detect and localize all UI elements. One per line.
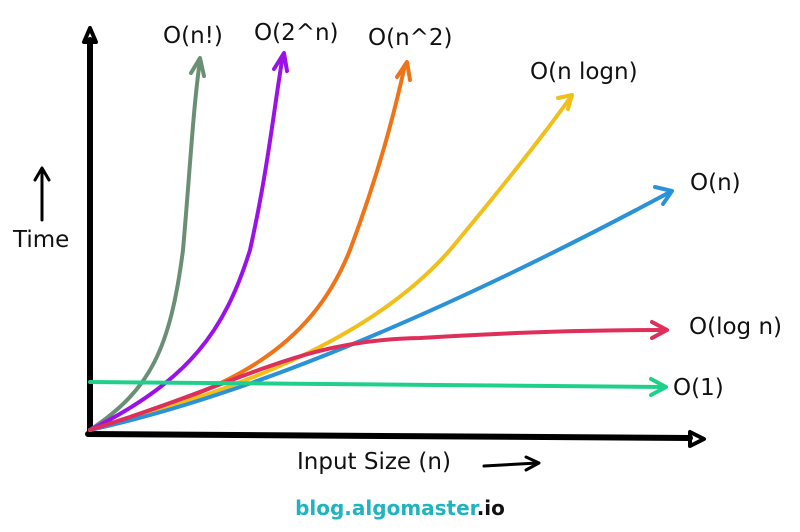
series-line-2-power-n — [88, 53, 285, 432]
series-line-log-n — [88, 328, 667, 432]
time-arrow-head-icon — [33, 166, 51, 182]
series-line-constant — [88, 380, 667, 389]
series-label-n-log-n: O(n logn) — [530, 59, 638, 85]
arrowhead-n-factorial-icon — [189, 56, 206, 78]
series-curves — [88, 53, 672, 432]
footer-brand-part1: blog. — [295, 496, 352, 520]
arrowhead-n-log-n-icon — [556, 93, 574, 111]
series-label-2-power-n: O(2^n) — [254, 20, 339, 46]
x-axis-label: Input Size (n) — [297, 449, 451, 475]
arrowhead-constant-icon — [649, 377, 668, 397]
footer-brand-part3: .io — [477, 496, 505, 520]
y-axis-label: Time — [12, 227, 69, 253]
x-axis — [85, 431, 693, 441]
input-size-arrow-head-icon — [524, 455, 541, 472]
series-label-constant: O(1) — [673, 375, 724, 401]
series-label-n: O(n) — [690, 170, 741, 196]
footer-brand-part2: algomaster — [352, 496, 480, 520]
arrowhead-log-n-icon — [650, 320, 669, 340]
footer-brand: blog.algomaster.io — [295, 496, 505, 520]
series-arrowheads — [189, 51, 674, 397]
arrowhead-2-power-n-icon — [272, 51, 289, 73]
series-label-log-n: O(log n) — [689, 314, 782, 340]
series-label-n-factorial: O(n!) — [163, 23, 223, 49]
series-label-n-squared: O(n^2) — [368, 25, 453, 51]
x-axis-arrowhead — [688, 430, 706, 448]
y-axis-arrowhead — [82, 26, 98, 44]
series-line-n-log-n — [88, 96, 572, 432]
input-size-arrow-icon — [482, 461, 540, 468]
arrowhead-n-icon — [653, 185, 674, 206]
series-line-n-factorial — [88, 58, 202, 432]
arrowhead-n-squared-icon — [395, 60, 412, 82]
